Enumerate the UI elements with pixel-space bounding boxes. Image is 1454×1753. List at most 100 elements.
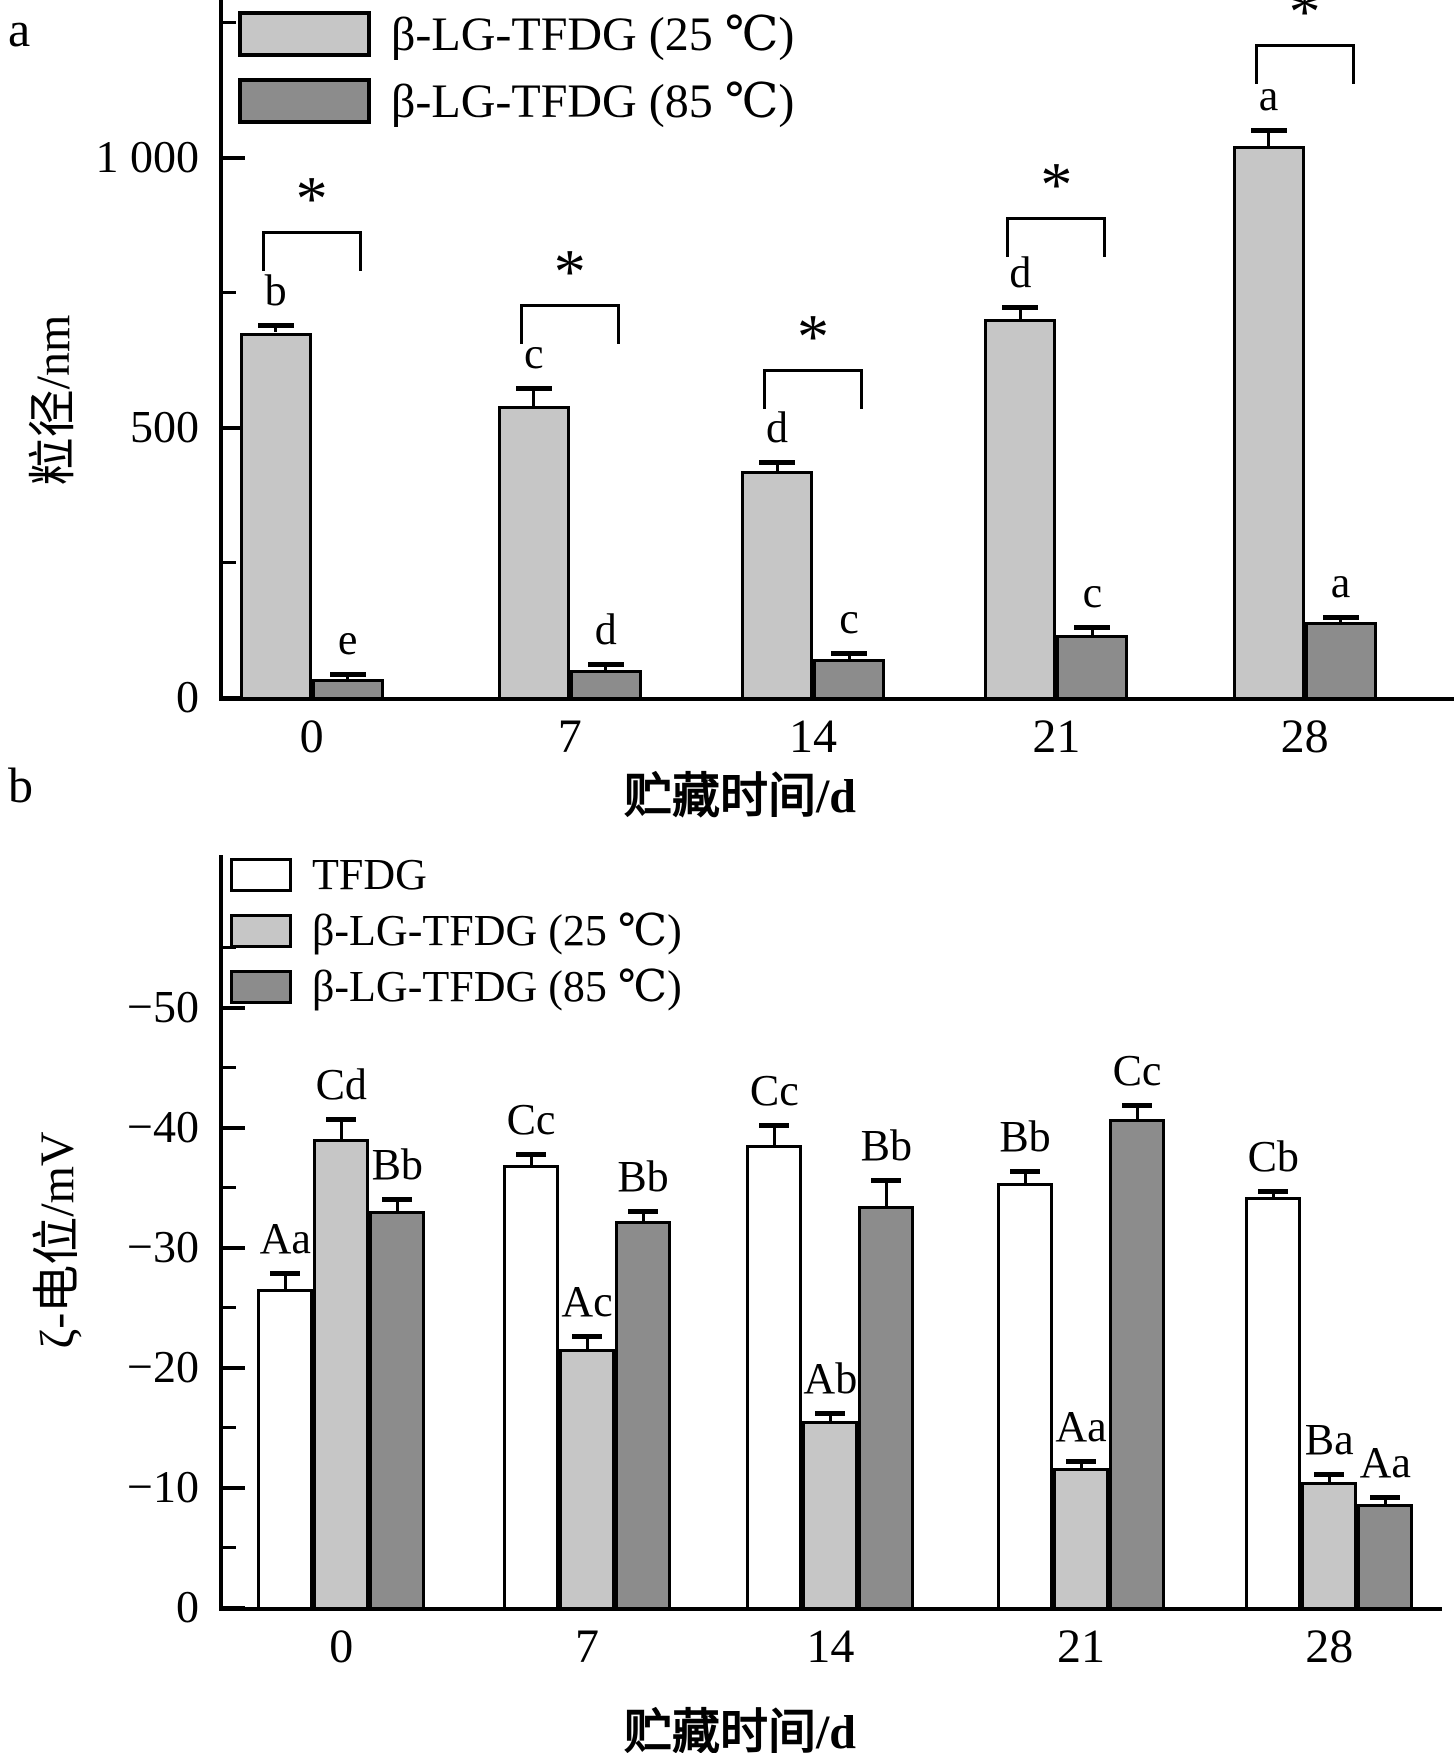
bar-b-series0-cat28 [1245,1196,1302,1610]
significance-letter: Aa [1359,1438,1411,1487]
significance-letter: c [523,329,544,379]
significance-bracket [763,368,864,372]
y-minor-tick [223,1426,236,1429]
error-bar-cap [516,1151,547,1157]
y-major-tick [223,1606,245,1610]
bar-a-series0-cat14 [741,470,814,700]
legend-item: β-LG-TFDG (25 ℃) [238,6,794,62]
error-bar [1339,619,1343,623]
significance-bracket-leg [1254,44,1258,85]
bar-b-series0-cat0 [257,1289,314,1610]
error-bar-cap [1002,305,1039,311]
error-bar [775,464,779,471]
bar-b-series0-cat14 [746,1145,803,1610]
bar-b-series2-cat0 [369,1211,426,1610]
legend-swatch-icon [230,969,292,1004]
y-tick-label: 1 000 [95,131,200,182]
significance-asterisk: * [553,236,586,308]
significance-letter: Bb [860,1121,912,1171]
legend-item: β-LG-TFDG (85 ℃) [230,961,682,1012]
y-major-tick [223,1126,245,1130]
bar-b-series2-cat28 [1357,1503,1414,1610]
significance-letter: Bb [371,1140,423,1190]
significance-letter: Ab [803,1354,858,1403]
panel-b-letter: b [8,757,33,813]
error-bar-cap [1322,615,1359,621]
x-tick-label: 14 [806,1620,855,1673]
legend-swatch-icon [230,857,292,892]
error-bar [346,676,350,680]
bar-a-series1-cat28 [1304,622,1377,700]
bar-b-series1-cat14 [802,1421,859,1610]
significance-letter: a [1330,558,1351,608]
x-tick-label: 28 [1305,1620,1354,1673]
x-tick-label: 7 [575,1620,600,1673]
significance-bracket [1254,44,1355,48]
y-major-tick [223,1006,245,1010]
error-bar [884,1182,888,1207]
significance-letter: Aa [1055,1402,1107,1451]
error-bar [828,1415,832,1421]
bar-b-series1-cat21 [1053,1467,1110,1610]
legend-label: β-LG-TFDG (25 ℃) [391,8,795,61]
error-bar-cap [628,1209,659,1215]
error-bar [1090,628,1094,635]
bar-b-series1-cat0 [313,1139,370,1610]
error-bar-cap [1250,128,1287,134]
significance-letter: e [337,615,358,665]
panel-a-chart: 粒径/nm 贮藏时间/d 0 500 1 000 b e c d d c d c a a 0 7 14 21 28… [0,0,1454,823]
significance-asterisk: * [295,162,328,234]
error-bar-cap [382,1197,413,1203]
significance-letter: Cb [1247,1132,1299,1181]
error-bar [1271,1193,1275,1197]
error-bar-cap [572,1334,603,1340]
y-tick-label: −20 [127,1341,199,1392]
significance-letter: Cc [1112,1045,1162,1095]
x-tick-label: 21 [1057,1620,1106,1673]
bar-a-series0-cat7 [497,406,570,700]
error-bar-cap [270,1270,301,1276]
error-bar [604,665,608,670]
legend-item: β-LG-TFDG (25 ℃) [230,905,682,956]
significance-bracket-leg [1351,44,1355,85]
significance-letter: Bb [999,1111,1051,1161]
bar-b-series2-cat7 [615,1220,672,1610]
legend-item: β-LG-TFDG (85 ℃) [238,73,794,129]
y-minor-tick [223,1066,236,1069]
y-axis-line [219,855,223,1611]
legend-swatch-icon [238,78,371,124]
significance-letter: c [1082,567,1103,617]
significance-bracket-leg [763,368,767,409]
significance-bracket [261,230,362,234]
panel-a-letter: a [8,1,31,57]
error-bar-cap [1258,1189,1289,1194]
y-tick-label: 0 [176,1581,199,1632]
significance-asterisk: * [1288,0,1321,48]
error-bar-cap [831,650,868,656]
bar-a-series1-cat14 [813,659,886,700]
significance-letter: d [594,604,617,654]
significance-letter: Cd [315,1060,367,1109]
legend-item: TFDG [230,849,682,900]
x-tick-label: 0 [329,1620,354,1673]
significance-bracket-leg [1006,217,1010,257]
y-tick-label: −10 [127,1461,199,1512]
significance-bracket-leg [1103,217,1107,257]
y-minor-tick [223,946,236,949]
error-bar [641,1213,645,1221]
bar-b-series1-cat28 [1301,1482,1358,1610]
y-major-tick [223,1246,245,1250]
y-tick-label: −40 [127,1101,199,1152]
x-tick-label: 7 [557,710,582,763]
y-minor-tick [223,1186,236,1189]
legend-swatch-icon [238,11,371,57]
error-bar-cap [759,460,796,466]
y-minor-tick [223,1306,236,1309]
error-bar [1079,1463,1083,1468]
panel-a-legend: β-LG-TFDG (25 ℃) β-LG-TFDG (85 ℃) [238,6,794,129]
x-tick-label: 0 [299,710,324,763]
error-bar [1327,1476,1331,1483]
panel-a-plot-area: 0 500 1 000 b e c d d c d c a a 0 7 14 21 28 * * * * * [0,0,1454,810]
